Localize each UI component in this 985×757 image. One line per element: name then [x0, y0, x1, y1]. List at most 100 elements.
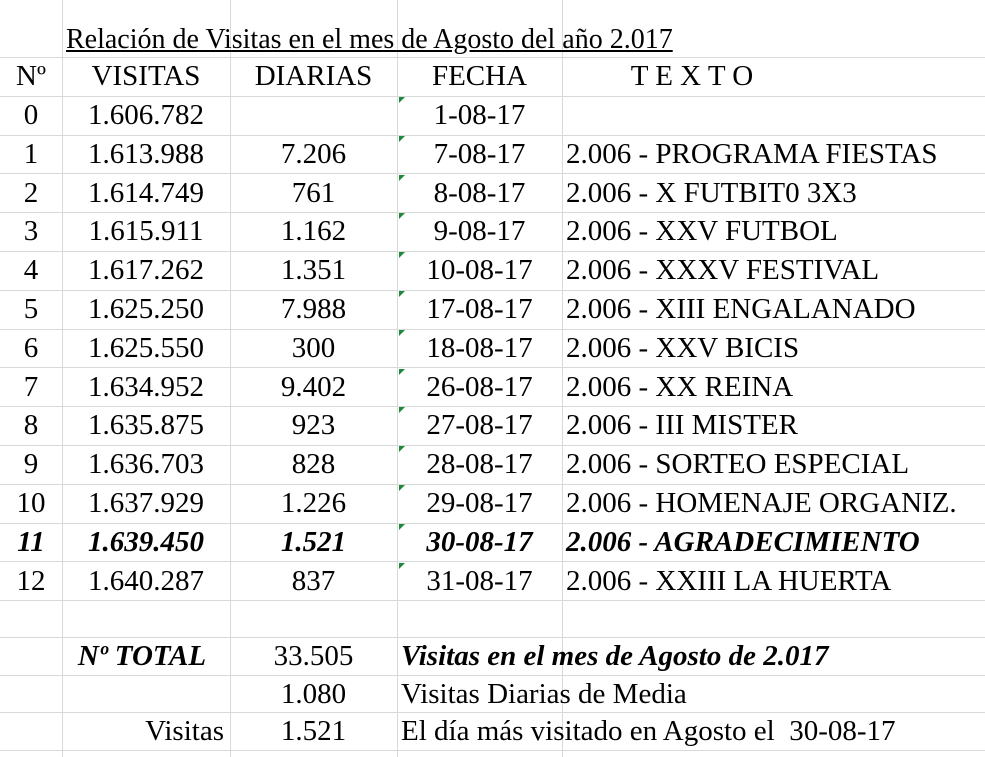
row-0-texto — [566, 96, 985, 134]
total-value: 33.505 — [273, 640, 354, 672]
cell-marker-icon — [399, 175, 405, 181]
cell-marker-icon — [399, 369, 405, 375]
header-fecha: FECHA — [431, 60, 528, 92]
row-gridline — [0, 367, 985, 368]
row-7-visitas: 1.634.952 — [88, 370, 204, 403]
row-0-visitas: 1.606.782 — [88, 99, 204, 131]
row-9-diarias: 828 — [291, 448, 336, 481]
max-value: 1.521 — [280, 715, 347, 747]
max-text: El día más visitado en Agosto el 30-08-1… — [401, 715, 896, 747]
row-3-n: 3 — [23, 215, 39, 248]
row-10-visitas: 1.637.929 — [88, 487, 204, 519]
row-8-n: 8 — [23, 409, 39, 442]
row-1-fecha: 7-08-17 — [433, 137, 526, 170]
row-gridline — [0, 750, 985, 751]
row-gridline — [0, 637, 985, 638]
cell-marker-icon — [399, 213, 405, 219]
row-1-visitas: 1.613.988 — [88, 137, 204, 170]
row-9-fecha: 28-08-17 — [426, 448, 533, 481]
total-text: Visitas en el mes de Agosto de 2.017 — [401, 640, 829, 672]
row-gridline — [0, 329, 985, 330]
row-6-n: 6 — [23, 331, 39, 364]
row-9-n: 9 — [23, 448, 39, 481]
max-label: Visitas — [145, 715, 224, 747]
row-11-fecha: 30-08-17 — [426, 525, 533, 558]
average-text: Visitas Diarias de Media — [401, 678, 687, 710]
row-0-fecha: 1-08-17 — [433, 99, 526, 131]
row-gridline — [0, 712, 985, 713]
row-5-diarias: 7.988 — [280, 293, 347, 325]
row-12-diarias: 837 — [291, 564, 336, 597]
column-gridline — [397, 0, 398, 757]
cell-marker-icon — [399, 524, 405, 530]
row-8-texto: 2.006 - III MISTER — [566, 409, 798, 442]
row-gridline — [0, 445, 985, 446]
row-6-texto: 2.006 - XXV BICIS — [566, 331, 800, 364]
row-4-fecha: 10-08-17 — [426, 254, 533, 287]
row-12-visitas: 1.640.287 — [88, 564, 204, 597]
row-6-diarias: 300 — [291, 331, 336, 364]
row-11-visitas: 1.639.450 — [88, 525, 204, 558]
row-10-texto: 2.006 - HOMENAJE ORGANIZ. — [566, 487, 957, 519]
row-8-visitas: 1.635.875 — [88, 409, 204, 442]
cell-marker-icon — [399, 407, 405, 413]
row-10-diarias: 1.226 — [280, 487, 347, 519]
total-label: Nº TOTAL — [77, 640, 207, 672]
row-gridline — [0, 173, 985, 174]
header-texto: T E X T O — [630, 60, 754, 92]
row-4-n: 4 — [23, 254, 39, 287]
row-7-texto: 2.006 - XX REINA — [566, 370, 794, 403]
average-value: 1.080 — [280, 678, 347, 710]
cell-marker-icon — [399, 252, 405, 258]
row-3-visitas: 1.615.911 — [88, 215, 204, 248]
column-gridline — [562, 0, 563, 757]
row-gridline — [0, 600, 985, 601]
header-visitas: VISITAS — [91, 60, 201, 92]
row-5-fecha: 17-08-17 — [426, 293, 533, 325]
row-5-n: 5 — [23, 293, 39, 325]
row-11-n: 11 — [17, 525, 45, 558]
row-gridline — [0, 406, 985, 407]
row-3-diarias: 1.162 — [280, 215, 347, 248]
row-gridline — [0, 57, 985, 58]
row-0-n: 0 — [23, 99, 39, 131]
row-8-fecha: 27-08-17 — [426, 409, 533, 442]
row-gridline — [0, 96, 985, 97]
row-10-n: 10 — [16, 487, 46, 519]
sheet-title: Relación de Visitas en el mes de Agosto … — [66, 24, 673, 55]
row-2-fecha: 8-08-17 — [433, 176, 526, 209]
cell-marker-icon — [399, 97, 405, 103]
row-11-texto: 2.006 - AGRADECIMIENTO — [566, 525, 920, 558]
row-2-diarias: 761 — [291, 176, 336, 209]
row-2-n: 2 — [23, 176, 39, 209]
row-11-diarias: 1.521 — [280, 525, 347, 558]
column-gridline — [62, 0, 63, 757]
row-gridline — [0, 251, 985, 252]
row-12-n: 12 — [16, 564, 46, 597]
row-4-texto: 2.006 - XXXV FESTIVAL — [566, 254, 880, 287]
row-9-texto: 2.006 - SORTEO ESPECIAL — [566, 448, 910, 481]
row-1-diarias: 7.206 — [280, 137, 347, 170]
row-gridline — [0, 523, 985, 524]
row-6-visitas: 1.625.550 — [88, 331, 204, 364]
row-4-visitas: 1.617.262 — [88, 254, 204, 287]
row-2-texto: 2.006 - X FUTBIT0 3X3 — [566, 176, 857, 209]
header-n: Nº — [16, 60, 46, 92]
row-3-fecha: 9-08-17 — [433, 215, 526, 248]
row-5-visitas: 1.625.250 — [88, 293, 204, 325]
row-4-diarias: 1.351 — [280, 254, 347, 287]
row-gridline — [0, 561, 985, 562]
row-gridline — [0, 290, 985, 291]
cell-marker-icon — [399, 136, 405, 142]
row-1-n: 1 — [23, 137, 39, 170]
row-6-fecha: 18-08-17 — [426, 331, 533, 364]
cell-marker-icon — [399, 446, 405, 452]
row-gridline — [0, 484, 985, 485]
row-gridline — [0, 675, 985, 676]
row-12-texto: 2.006 - XXIII LA HUERTA — [566, 564, 892, 597]
row-1-texto: 2.006 - PROGRAMA FIESTAS — [566, 137, 938, 170]
row-7-fecha: 26-08-17 — [426, 370, 533, 403]
row-gridline — [0, 212, 985, 213]
row-2-visitas: 1.614.749 — [88, 176, 204, 209]
